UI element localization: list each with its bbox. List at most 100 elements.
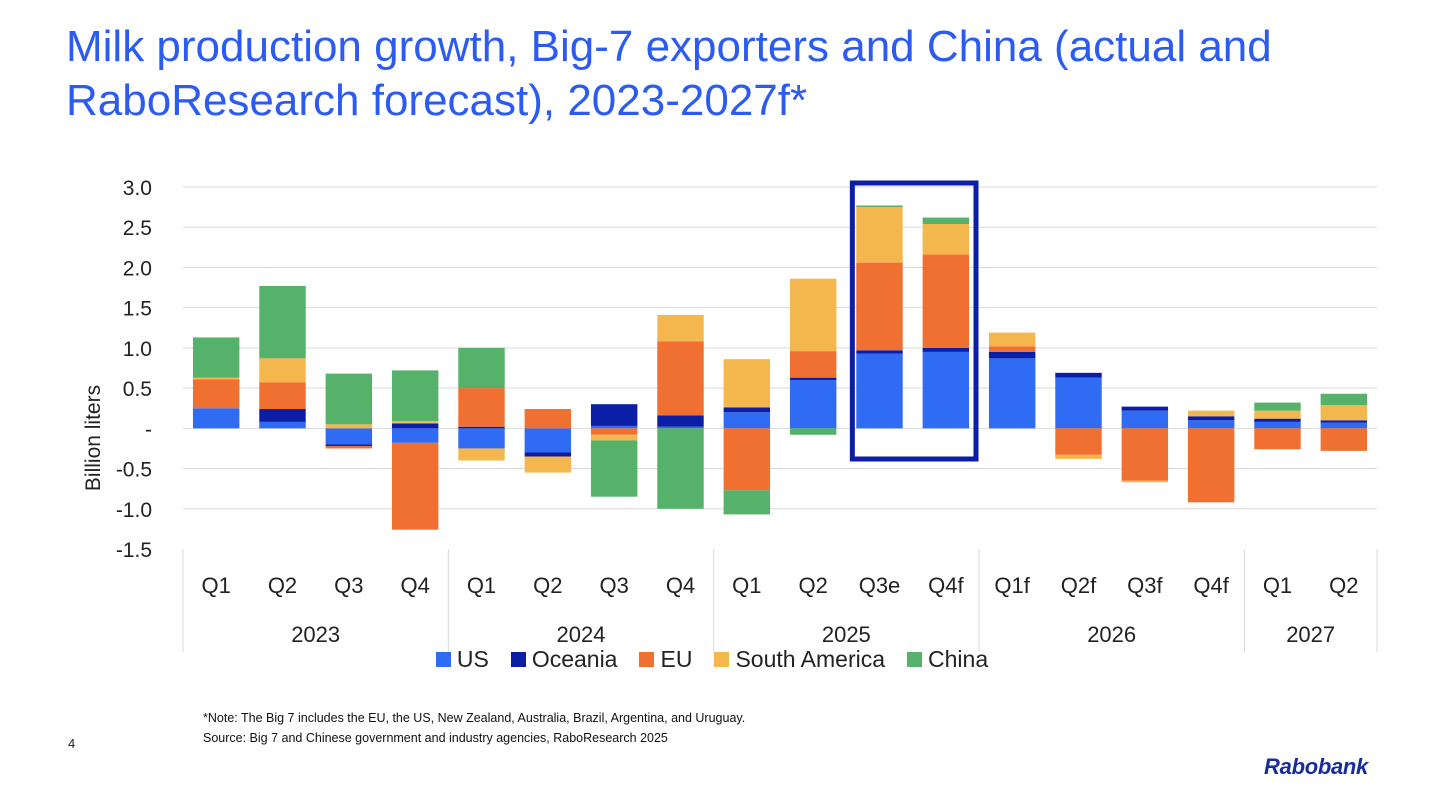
bar-segment-china [657, 428, 704, 509]
legend-item: China [907, 646, 988, 673]
bar-segment-eu [1254, 428, 1301, 450]
bar-segment-eu [458, 388, 505, 427]
legend-label: US [456, 646, 489, 672]
x-tick-label: Q2 [798, 573, 827, 598]
x-tick-label: Q1f [994, 573, 1030, 598]
bar-segment-south-america [1187, 410, 1235, 417]
bar-segment-eu [192, 379, 240, 409]
y-axis-label: Billion liters [82, 385, 105, 491]
x-tick-label: Q1 [1263, 573, 1292, 598]
slide-title: Milk production growth, Big-7 exporters … [66, 22, 1272, 125]
legend-item: Oceania [510, 646, 617, 673]
bar-segment-oceania [856, 350, 903, 354]
bar-segment-us [1187, 420, 1235, 429]
x-tick-label: Q4 [400, 573, 429, 598]
bar-segment-south-america [657, 314, 704, 342]
bar-segment-oceania [259, 409, 306, 422]
gridlines [183, 186, 1377, 510]
bar-segment-south-america [259, 358, 306, 383]
y-tick-label: 1.0 [123, 338, 152, 361]
bar-segment-us [391, 428, 439, 443]
bar-segment-south-america [325, 424, 373, 429]
bar-segment-oceania [789, 377, 837, 381]
bar-segment-oceania [590, 404, 638, 426]
bar-segment-eu [590, 428, 638, 435]
bar-segment-oceania [723, 407, 771, 413]
x-tick-label: Q1 [201, 573, 230, 598]
legend-item: EU [639, 646, 692, 673]
bar-segment-eu [856, 262, 903, 351]
x-tick-label: Q2 [268, 573, 297, 598]
bar-segment-oceania [1320, 420, 1368, 423]
legend-item: South America [714, 646, 885, 673]
bar-segment-eu [988, 346, 1036, 352]
bar-segment-oceania [1121, 406, 1169, 411]
x-year-label: 2025 [822, 622, 871, 647]
highlight-box [849, 180, 979, 462]
bar-segment-us [590, 425, 638, 429]
x-tick-label: Q2f [1061, 573, 1097, 598]
chart-legend: US Oceania EU South America China [0, 646, 1440, 673]
bar-segment-us [192, 408, 240, 429]
x-year-label: 2024 [557, 622, 606, 647]
y-tick-label: -0.5 [116, 459, 152, 482]
x-tick-label: Q2 [533, 573, 562, 598]
bar-segment-south-america [856, 207, 903, 263]
bar-segment-eu [391, 442, 439, 530]
x-tick-label: Q1 [732, 573, 761, 598]
bar-segment-eu [259, 382, 306, 410]
legend-label: China [928, 646, 989, 672]
bar-segment-oceania [524, 452, 572, 457]
bar-segment-south-america [1055, 454, 1102, 459]
y-tick-label: 1.5 [123, 298, 152, 321]
bar-segment-eu [789, 351, 837, 378]
bar-segment-south-america [391, 421, 439, 424]
bar-segment-oceania [988, 351, 1036, 359]
bar-segment-eu [325, 446, 373, 449]
bar-segment-china [922, 217, 970, 225]
bar-segment-oceania [458, 426, 505, 429]
y-tick-label: 2.5 [123, 217, 152, 240]
bar-segment-oceania [1055, 372, 1102, 378]
bar-segment-south-america [590, 434, 638, 441]
bar-segment-south-america [458, 448, 505, 461]
bars [192, 205, 1368, 530]
x-tick-label: Q4f [1193, 573, 1229, 598]
x-tick-label: Q3f [1127, 573, 1163, 598]
bar-segment-us [856, 353, 903, 429]
bar-segment-eu [1121, 428, 1169, 481]
y-tick-label: 2.0 [123, 257, 152, 280]
bar-segment-oceania [1254, 418, 1301, 422]
legend-swatch [435, 652, 451, 667]
x-tick-label: Q4 [666, 573, 695, 598]
legend-label: South America [735, 646, 886, 672]
legend-label: EU [660, 646, 693, 672]
x-year-label: 2023 [291, 622, 340, 647]
x-tick-label: Q3 [599, 573, 628, 598]
bar-segment-china [856, 205, 903, 208]
page-number: 4 [68, 736, 76, 751]
bar-segment-eu [922, 254, 970, 348]
forecast-highlight-box [849, 180, 979, 462]
note-line: *Note: The Big 7 includes the EU, the US… [203, 711, 746, 725]
y-tick-label: -1.0 [116, 499, 152, 522]
x-tick-label: Q2 [1329, 573, 1358, 598]
bar-segment-eu [1320, 428, 1368, 451]
bar-segment-eu [1187, 428, 1235, 503]
bar-segment-us [657, 426, 704, 429]
bar-segment-china [391, 370, 439, 422]
bar-segment-south-america [789, 278, 837, 352]
bar-segment-china [458, 347, 505, 389]
bar-segment-oceania [1187, 416, 1235, 421]
bar-segment-us [789, 380, 837, 429]
bar-segment-us [524, 428, 572, 453]
x-axis: Q1 Q2 Q3 Q4 Q1 Q2 Q3 Q4 Q1 Q2 Q3e Q4f Q1f Q2f Q3f Q4f Q1… [182, 549, 1378, 652]
x-tick-label: Q4f [928, 573, 964, 598]
bar-segment-us [1121, 410, 1169, 429]
bar-segment-south-america [192, 377, 240, 380]
bar-segment-china [789, 428, 837, 435]
bar-segment-oceania [657, 415, 704, 427]
bar-segment-south-america [922, 224, 970, 255]
y-tick-label: - [145, 418, 152, 441]
bar-segment-south-america [1254, 410, 1301, 419]
